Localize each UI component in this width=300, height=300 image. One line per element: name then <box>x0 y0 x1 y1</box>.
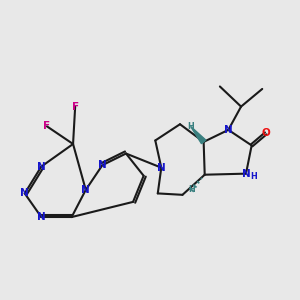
Text: N: N <box>157 163 166 172</box>
Text: N: N <box>37 212 46 222</box>
Text: H: H <box>251 172 257 181</box>
Text: H: H <box>188 185 195 194</box>
Text: N: N <box>37 162 46 172</box>
Text: N: N <box>20 188 29 198</box>
Polygon shape <box>190 126 206 144</box>
Text: F: F <box>72 102 79 112</box>
Text: H: H <box>187 122 194 131</box>
Text: N: N <box>98 160 107 170</box>
Text: O: O <box>261 128 270 138</box>
Text: N: N <box>242 169 250 178</box>
Text: F: F <box>44 122 50 131</box>
Text: N: N <box>81 185 90 195</box>
Text: N: N <box>224 125 233 135</box>
